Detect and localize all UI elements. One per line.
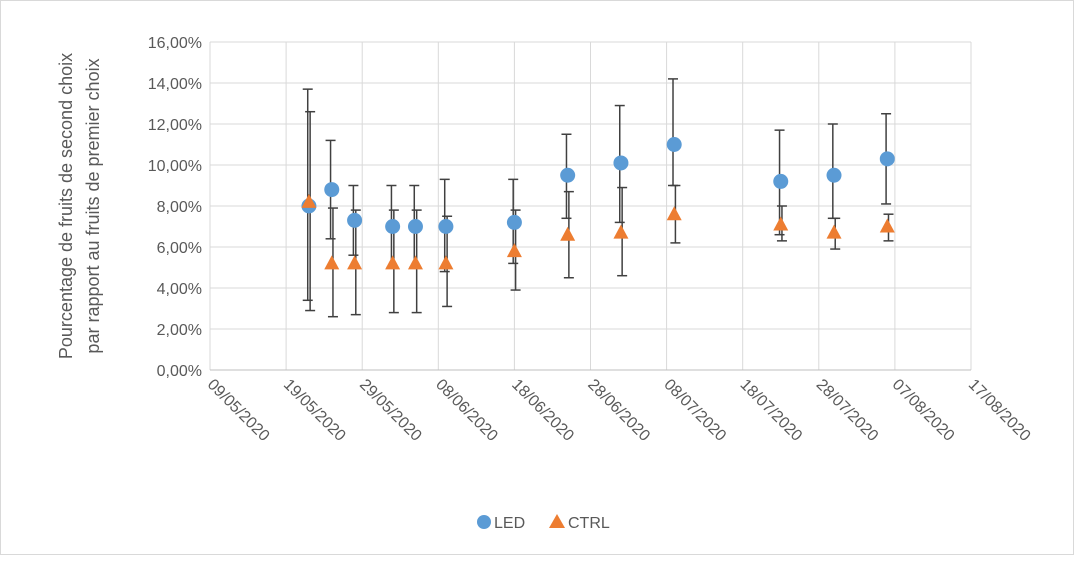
led-data-point [324, 182, 340, 198]
led-data-point [826, 167, 842, 183]
y-axis-title-line-2: par rapport au fruits de premier choix [83, 58, 103, 353]
ctrl-data-point [506, 243, 522, 258]
y-tick-label: 16,00% [148, 35, 202, 52]
led-data-point [666, 137, 682, 152]
y-tick-label: 0,00% [157, 363, 202, 380]
led-data-point [773, 173, 789, 189]
y-tick-label: 4,00% [157, 281, 202, 298]
ctrl-data-point [438, 255, 454, 270]
ctrl-data-point [301, 193, 317, 208]
led-data-point [506, 214, 522, 230]
legend-ctrl-marker [549, 514, 565, 528]
led-data-point [560, 167, 576, 183]
y-axis-title: Pourcentage de fruits de second choix par… [56, 53, 103, 359]
ctrl-data-point [773, 216, 789, 231]
led-data-point [385, 219, 401, 234]
ctrl-data-point [347, 255, 363, 270]
ctrl-data-point [666, 206, 682, 221]
y-tick-label: 8,00% [157, 199, 202, 216]
data-markers [301, 137, 895, 270]
y-tick-label: 12,00% [148, 117, 202, 134]
ctrl-data-point [324, 255, 340, 270]
ctrl-data-point [879, 218, 895, 233]
ctrl-data-point [385, 255, 401, 270]
ctrl-data-point [560, 226, 576, 241]
y-tick-label: 6,00% [157, 240, 202, 257]
led-data-point [438, 219, 454, 234]
led-data-point [407, 219, 423, 234]
legend-led-label: LED [494, 515, 525, 532]
ctrl-data-point [826, 224, 842, 239]
led-data-point [613, 155, 629, 171]
y-tick-labels: 0,00% 2,00% 4,00% 6,00% 8,00% 10,00% 12,00% 14,… [148, 35, 202, 380]
y-tick-label: 14,00% [148, 76, 202, 93]
y-axis-title-line-1: Pourcentage de fruits de second choix [56, 53, 76, 359]
ctrl-data-point [613, 224, 629, 239]
led-data-point [347, 212, 363, 228]
legend-led-marker [477, 515, 491, 529]
y-tick-label: 2,00% [157, 322, 202, 339]
legend: LED CTRL [477, 514, 610, 532]
legend-ctrl-label: CTRL [568, 515, 610, 532]
ctrl-data-point [407, 255, 423, 270]
y-tick-label: 10,00% [148, 158, 202, 175]
led-data-point [879, 151, 895, 167]
